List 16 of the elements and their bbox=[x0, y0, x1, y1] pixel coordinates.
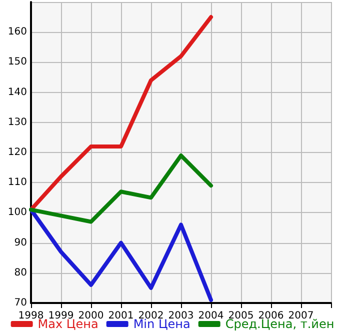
y-tick-label: 150 bbox=[8, 56, 27, 68]
y-tick-label: 90 bbox=[14, 237, 27, 248]
line-series bbox=[29, 154, 213, 224]
x-tick-label: 2001 bbox=[108, 310, 134, 322]
y-tick-label: 110 bbox=[8, 177, 27, 188]
y-tick-label: 140 bbox=[8, 86, 27, 98]
y-tick-label: 160 bbox=[8, 26, 27, 38]
y-tick-label: 130 bbox=[8, 116, 27, 128]
x-tick-label: 2007 bbox=[288, 310, 314, 322]
y-tick-label: 80 bbox=[14, 267, 27, 278]
y-tick-label: 120 bbox=[8, 147, 27, 158]
x-tick-label: 2000 bbox=[78, 310, 104, 322]
y-tick-label: 100 bbox=[8, 207, 27, 218]
x-tick-label: 2004 bbox=[198, 310, 224, 322]
y-tick-label: 70 bbox=[14, 298, 27, 308]
x-tick-label: 2003 bbox=[168, 310, 194, 322]
